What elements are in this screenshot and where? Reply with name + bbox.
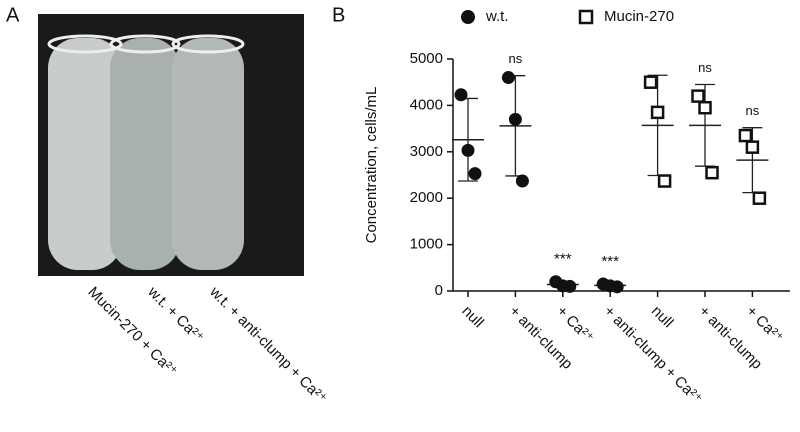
data-point [468, 167, 482, 181]
data-point [705, 165, 719, 180]
photo [38, 14, 304, 276]
significance-label: ns [746, 103, 760, 118]
tube [48, 38, 122, 270]
y-tick-label: 0 [435, 282, 443, 299]
y-tick-label: 1000 [410, 236, 443, 253]
data-point [508, 112, 522, 126]
legend-marker [578, 9, 594, 25]
data-point [643, 75, 658, 89]
x-tick-label: + Ca²⁺ [553, 303, 597, 347]
data-point [752, 191, 767, 205]
legend-label: w.t. [485, 8, 509, 25]
y-tick-label: 5000 [410, 50, 443, 67]
data-point [657, 174, 672, 188]
significance-label: ns [509, 51, 523, 66]
tube-label: w.t. + Ca²⁺ [144, 283, 207, 346]
panel-label: B [332, 4, 345, 26]
tube [172, 38, 244, 270]
y-axis-label: Concentration, cells/mL [363, 87, 380, 244]
y-tick-label: 4000 [410, 96, 443, 113]
significance-label: ns [698, 60, 712, 75]
tube-rim [47, 34, 123, 54]
legend-marker [461, 10, 475, 24]
data-point [454, 88, 468, 102]
tube-label: w.t. + anti-clump + Ca²⁺ [206, 283, 330, 407]
x-tick-label: + Ca²⁺ [743, 303, 787, 347]
data-point [691, 89, 705, 103]
data-point [563, 279, 577, 293]
data-point [515, 174, 529, 188]
x-tick-label: null [648, 303, 677, 332]
x-tick-label: null [458, 303, 487, 332]
data-point [610, 280, 624, 294]
significance-label: *** [601, 253, 619, 270]
data-point [745, 140, 760, 154]
tube-rim [109, 34, 181, 54]
data-point [461, 143, 475, 157]
data-point [738, 128, 753, 143]
data-point [698, 100, 712, 115]
significance-label: *** [554, 251, 572, 268]
data-point [650, 105, 665, 120]
data-point [501, 71, 515, 85]
y-tick-label: 3000 [410, 143, 443, 160]
tube [110, 38, 180, 270]
y-tick-label: 2000 [410, 189, 443, 206]
legend-label: Mucin-270 [604, 8, 674, 25]
panel-label: A [6, 4, 20, 26]
tube-rim [171, 34, 245, 54]
